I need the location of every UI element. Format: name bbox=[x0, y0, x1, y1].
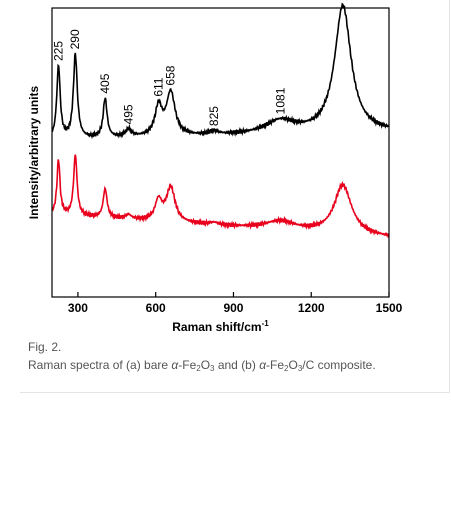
figure-caption: Raman spectra of (a) bare α-Fe2O3 and (b… bbox=[28, 358, 376, 373]
peak-label-1322: 1322 bbox=[336, 0, 350, 1]
plot-frame bbox=[51, 7, 390, 298]
peak-label-405: 405 bbox=[98, 73, 112, 93]
peak-label-290: 290 bbox=[68, 29, 82, 49]
x-axis-label-text: Raman shift/cm bbox=[172, 320, 261, 334]
spectra-curves bbox=[51, 2, 390, 239]
spectrum-line-1 bbox=[51, 154, 390, 239]
spectrum-line-0 bbox=[51, 2, 390, 140]
x-axis-label-sup: -1 bbox=[262, 319, 270, 328]
x-axis-ticks: 300 600 900 1200 1500 bbox=[68, 292, 403, 315]
x-tick-label-1500: 1500 bbox=[376, 301, 403, 315]
x-tick-label-600: 600 bbox=[146, 301, 166, 315]
x-axis-label: Raman shift/cm-1 bbox=[172, 319, 269, 334]
x-tick-label-1200: 1200 bbox=[298, 301, 325, 315]
peak-label-658: 658 bbox=[164, 65, 178, 85]
frame-bottom-border bbox=[20, 392, 450, 393]
peak-label-611: 611 bbox=[152, 77, 166, 96]
figure-label: Fig. 2. bbox=[28, 340, 62, 354]
x-tick-label-300: 300 bbox=[68, 301, 88, 315]
peak-label-1081: 1081 bbox=[273, 87, 287, 114]
peak-label-495: 495 bbox=[121, 104, 135, 124]
y-axis-label: Intensity/arbitrary units bbox=[27, 85, 41, 219]
peak-label-225: 225 bbox=[52, 41, 66, 61]
frame-right-border bbox=[449, 0, 450, 393]
x-tick-label-900: 900 bbox=[223, 301, 243, 315]
peak-label-825: 825 bbox=[207, 106, 221, 126]
